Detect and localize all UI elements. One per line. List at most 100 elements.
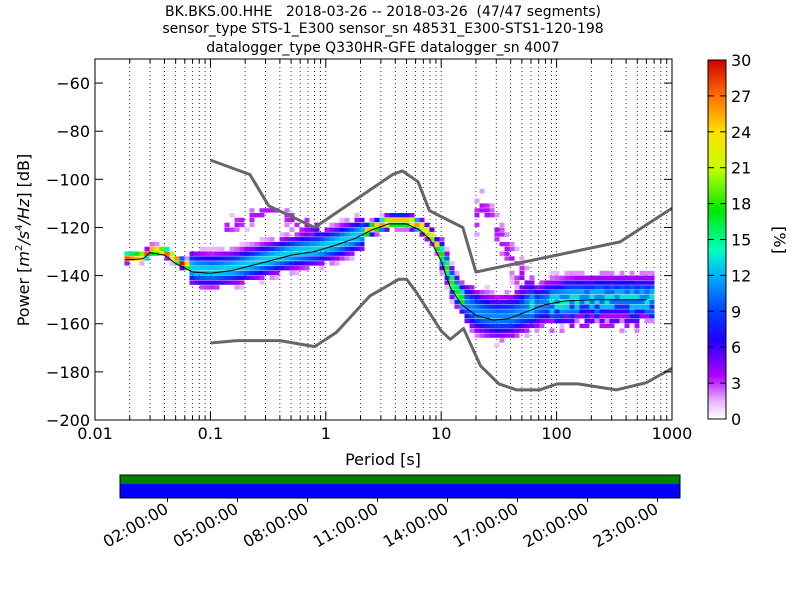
psd-cell	[214, 280, 220, 285]
psd-cell	[519, 314, 525, 319]
psd-cell	[169, 256, 175, 261]
psd-cell	[479, 318, 485, 324]
psd-cell	[214, 285, 220, 290]
psd-cell	[289, 261, 295, 266]
psd-cell	[284, 266, 290, 271]
psd-cell	[439, 266, 445, 271]
psd-cell	[204, 261, 210, 266]
psd-cell	[399, 227, 405, 232]
psd-cell	[329, 241, 335, 247]
psd-cell	[379, 222, 385, 228]
psd-cell	[529, 323, 535, 329]
psd-cell	[614, 285, 620, 290]
psd-cell	[159, 246, 165, 252]
psd-cell	[594, 304, 600, 309]
psd-cell	[649, 318, 655, 324]
psd-cell	[489, 290, 495, 295]
psd-cell	[294, 266, 300, 271]
psd-cell	[469, 314, 475, 319]
psd-cell	[334, 232, 340, 237]
psd-cell	[589, 280, 595, 285]
psd-cell	[494, 309, 500, 314]
psd-cell	[619, 270, 625, 276]
psd-cell	[184, 261, 190, 266]
psd-cell	[624, 294, 630, 300]
psd-cell	[419, 227, 425, 232]
psd-cell	[624, 275, 630, 280]
availability-tick-label: 02:00:00	[100, 499, 172, 551]
psd-cell	[254, 251, 260, 256]
psd-cell	[549, 309, 555, 314]
psd-cell	[499, 304, 505, 309]
psd-cell	[284, 222, 290, 228]
psd-cell	[644, 280, 650, 285]
psd-cell	[354, 241, 360, 247]
psd-cell	[639, 304, 645, 309]
psd-cell	[549, 290, 555, 295]
psd-cell	[264, 208, 270, 213]
psd-cell	[214, 261, 220, 266]
psd-cell	[644, 309, 650, 314]
psd-cell	[484, 328, 490, 333]
psd-cell	[559, 285, 565, 290]
psd-cell	[374, 217, 380, 223]
psd-cell	[324, 227, 330, 232]
y-tick-label: −180	[46, 363, 90, 382]
psd-cell	[599, 270, 605, 276]
psd-cell	[494, 304, 500, 309]
psd-cell	[329, 232, 335, 237]
psd-cell	[209, 266, 215, 271]
psd-cell	[494, 294, 500, 300]
psd-cell	[634, 280, 640, 285]
psd-cell	[284, 261, 290, 266]
psd-cell	[504, 304, 510, 309]
psd-cell	[259, 213, 265, 218]
psd-cell	[459, 290, 465, 295]
psd-cell	[534, 290, 540, 295]
psd-cell	[339, 241, 345, 247]
availability-tick-label: 05:00:00	[170, 499, 242, 551]
psd-cell	[254, 275, 260, 280]
psd-cell	[589, 290, 595, 295]
psd-cell	[619, 309, 625, 314]
availability-tick-label: 11:00:00	[310, 499, 382, 551]
psd-cell	[519, 275, 525, 280]
psd-cell	[494, 318, 500, 324]
psd-cell	[314, 251, 320, 256]
psd-cell	[549, 328, 555, 333]
psd-cell	[244, 241, 250, 247]
psd-cell	[409, 227, 415, 232]
psd-cell	[394, 222, 400, 228]
psd-cell	[649, 270, 655, 276]
psd-cell	[584, 304, 590, 309]
psd-cell	[649, 294, 655, 300]
psd-cell	[504, 333, 510, 338]
psd-cell	[634, 309, 640, 314]
psd-cell	[259, 241, 265, 247]
psd-cell	[379, 213, 385, 218]
psd-cell	[529, 309, 535, 314]
psd-cell	[479, 323, 485, 329]
psd-cell	[509, 246, 515, 252]
axis-ticks: 0.01 0.1 1 10 100 1000 −60 −80 −100 −120 −140 −160 −…	[46, 59, 692, 443]
psd-cell	[604, 299, 610, 305]
psd-cell	[499, 314, 505, 319]
psd-cell	[539, 280, 545, 285]
psd-cell	[629, 304, 635, 309]
psd-cell	[214, 270, 220, 276]
psd-cell	[549, 270, 555, 276]
psd-cell	[504, 290, 510, 295]
psd-cell	[459, 285, 465, 290]
psd-cell	[229, 246, 235, 252]
psd-cell	[529, 314, 535, 319]
psd-cell	[204, 280, 210, 285]
psd-cell	[334, 222, 340, 228]
psd-cell	[594, 318, 600, 324]
psd-cell	[449, 261, 455, 266]
psd-cell	[454, 304, 460, 309]
psd-cell	[554, 299, 560, 305]
psd-cell	[214, 266, 220, 271]
psd-cell	[519, 323, 525, 329]
psd-cell	[254, 256, 260, 261]
psd-cell	[209, 251, 215, 256]
